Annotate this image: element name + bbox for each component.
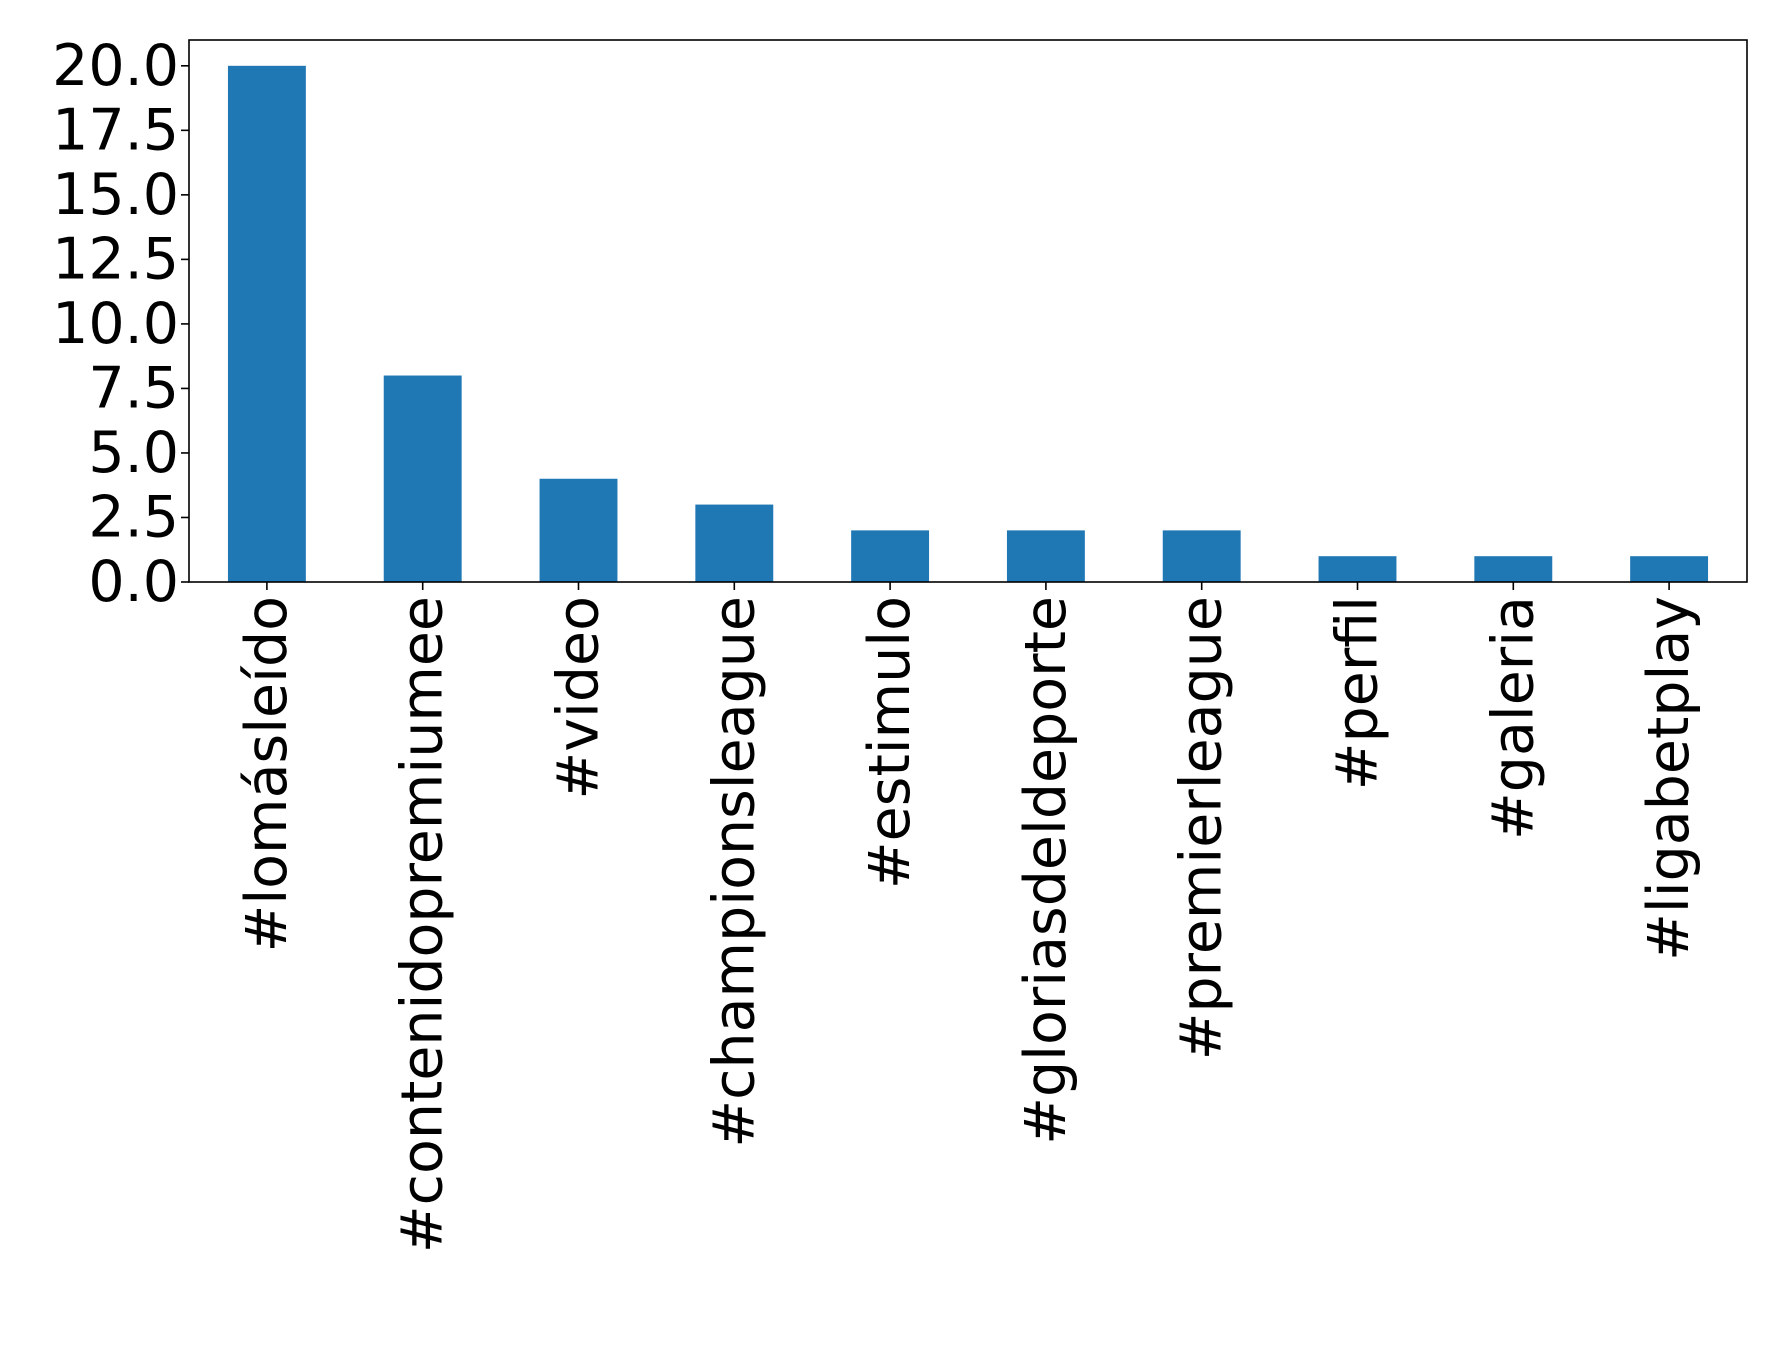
- x-tick-label: #championsleague: [701, 596, 767, 1148]
- x-tick-label: #premierleague: [1169, 596, 1235, 1060]
- bar-championsleague: [695, 504, 774, 582]
- bar-ligabetplay: [1630, 556, 1709, 582]
- y-tick-label: 12.5: [52, 226, 179, 292]
- x-tick-label: #ligabetplay: [1636, 596, 1702, 961]
- y-tick-label: 10.0: [52, 291, 179, 357]
- bar-video: [539, 478, 618, 582]
- plot-frame: [188, 39, 1748, 583]
- x-axis: #lomásleído #contenidopremiumee #video #cha…: [234, 582, 1702, 1253]
- bar-contenidopremiumee: [383, 375, 462, 582]
- y-axis: 0.02.55.07.510.012.515.017.520.0: [52, 33, 189, 615]
- y-tick-label: 7.5: [88, 355, 179, 421]
- bar-premierleague: [1162, 530, 1241, 582]
- y-tick-label: 5.0: [88, 420, 179, 486]
- y-tick-label: 2.5: [88, 484, 179, 550]
- x-tick-label: #lomásleído: [234, 596, 300, 952]
- bar-galeria: [1474, 556, 1553, 582]
- x-tick-label: #contenidopremiumee: [390, 596, 456, 1253]
- x-tick-label: #perfil: [1325, 596, 1391, 790]
- bars-group: [227, 65, 1709, 583]
- y-tick-label: 0.0: [88, 549, 179, 615]
- y-tick-label: 20.0: [52, 33, 179, 99]
- bar-gloriasdeldeporte: [1006, 530, 1085, 582]
- bar-lomásleído: [227, 65, 306, 583]
- bar-estimulo: [851, 530, 930, 582]
- bar-perfil: [1318, 556, 1397, 582]
- x-tick-label: #video: [546, 596, 612, 799]
- x-tick-label: #galeria: [1480, 596, 1546, 840]
- y-tick-label: 17.5: [52, 97, 179, 163]
- x-tick-label: #gloriasdeldeporte: [1013, 596, 1079, 1145]
- x-tick-label: #estimulo: [857, 596, 923, 889]
- y-tick-label: 15.0: [52, 162, 179, 228]
